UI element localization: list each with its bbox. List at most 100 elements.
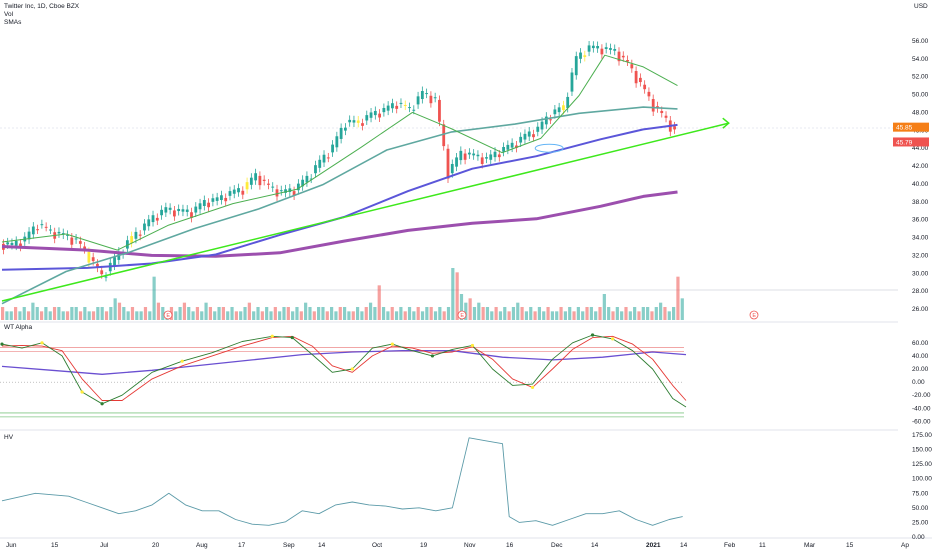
volume-bar [520, 307, 524, 320]
candle [66, 234, 69, 236]
earnings-icon[interactable] [457, 310, 467, 320]
volume-bar [191, 311, 195, 320]
volume-bar [602, 294, 606, 320]
earnings-icon[interactable] [163, 310, 173, 320]
price-tag [893, 137, 929, 147]
volume-bar [611, 311, 615, 320]
candle [557, 107, 561, 113]
candle [510, 142, 514, 148]
volume-bar [312, 311, 316, 320]
volume-bar [143, 307, 148, 320]
candle [532, 134, 535, 138]
candle [600, 48, 604, 55]
volume-bar [295, 307, 299, 320]
price-tick-label: 40.00 [912, 181, 929, 188]
candle [36, 229, 39, 231]
candle [519, 136, 523, 143]
x-tick-label: Jul [100, 542, 109, 549]
volume-bar [407, 307, 412, 320]
volume-bar [122, 307, 126, 320]
candle [429, 95, 433, 104]
candle [185, 209, 189, 212]
volume-bar [96, 307, 100, 320]
price-tick-label: 42.00 [912, 163, 929, 170]
wt-cross-dot [530, 385, 535, 389]
volume-bar [594, 311, 598, 320]
candle [228, 191, 232, 196]
x-tick-label: 19 [420, 542, 428, 549]
trendline[interactable] [1, 122, 729, 302]
earnings-marker-label: E [166, 313, 170, 319]
wt-cross-dot [470, 343, 475, 348]
volume-bar [321, 307, 325, 320]
volume-bar [334, 311, 338, 320]
candle [83, 246, 87, 250]
volume-bar [330, 307, 334, 320]
volume-bar [425, 307, 429, 320]
candle [395, 105, 399, 109]
candle [301, 179, 305, 187]
earnings-icon[interactable] [749, 310, 759, 320]
candle [476, 154, 480, 157]
wt-cross-dot [390, 342, 394, 346]
legend-smas[interactable]: SMAs [4, 19, 22, 26]
volume-bar [187, 307, 191, 320]
volume-bar [109, 307, 113, 320]
volume-bar [148, 311, 152, 320]
hv-tick-label: 0.00 [912, 534, 925, 541]
legend-vol[interactable]: Vol [4, 11, 14, 18]
legend-wt-alpha[interactable]: WT Alpha [4, 324, 33, 331]
volume-bar [368, 302, 373, 320]
candle [403, 104, 407, 106]
candle [318, 159, 322, 168]
candle [339, 127, 343, 139]
candle [467, 152, 471, 155]
candle [198, 203, 202, 210]
candle [100, 270, 104, 275]
volume-bar [338, 307, 342, 320]
oscillator-tick-label: 0.00 [912, 379, 925, 386]
candle [446, 148, 450, 179]
candle [211, 198, 215, 202]
sma-20-line [1, 54, 678, 251]
volume-bar [65, 311, 70, 320]
volume-bar [278, 311, 282, 320]
volume-bar [139, 311, 143, 320]
candle [322, 154, 326, 163]
volume-bar [472, 307, 477, 320]
volume-bar [230, 307, 234, 320]
candle [296, 183, 300, 191]
volume-bar [442, 311, 446, 320]
volume-bar [200, 311, 204, 320]
legend-hv[interactable]: HV [4, 434, 14, 441]
candle [249, 177, 253, 185]
price-tick-label: 36.00 [912, 217, 929, 224]
wt-cross-dot [290, 335, 294, 340]
price-tick-label: 30.00 [912, 270, 929, 277]
price-tick-label: 34.00 [912, 235, 929, 242]
volume-bar [178, 307, 182, 320]
candle [91, 257, 95, 262]
volume-bar [265, 307, 269, 320]
candle [14, 240, 18, 246]
candle [613, 48, 617, 51]
wt2-line [1, 335, 687, 401]
volume-bar [455, 272, 459, 320]
volume-bar [585, 307, 589, 320]
volume-bar [628, 311, 632, 320]
candle [673, 126, 676, 130]
candle [583, 55, 587, 58]
candle [365, 115, 369, 121]
volume-bar [152, 276, 156, 320]
volume-bar [286, 307, 290, 320]
volume-bar [1, 307, 5, 320]
candle [168, 207, 172, 210]
sma-200-line [1, 190, 678, 258]
candle [160, 209, 163, 216]
oscillator-tick-label: -40.00 [912, 405, 931, 412]
wt-cross-dot [430, 354, 435, 358]
hv-tick-label: 50.00 [912, 505, 929, 512]
candle [237, 188, 240, 193]
volume-bar [22, 307, 26, 320]
